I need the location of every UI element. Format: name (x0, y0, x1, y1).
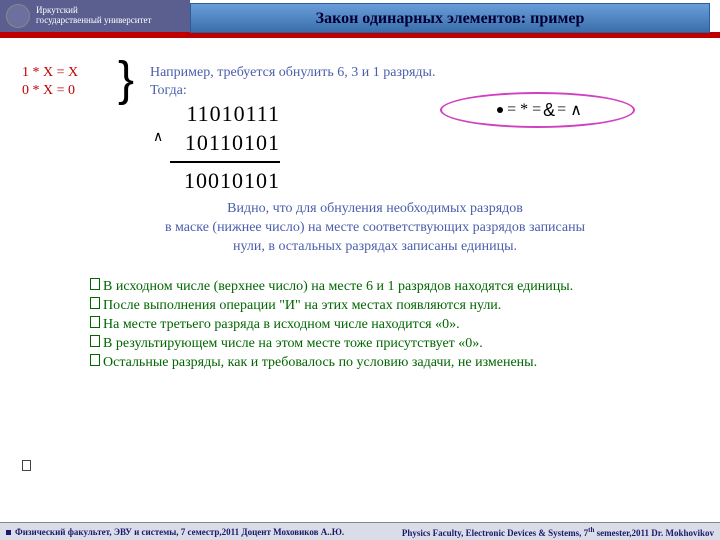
footer-right-b: semester,2011 Dr. Mokhovikov (594, 528, 714, 538)
explanation-paragraph: Видно, что для обнуления необходимых раз… (90, 200, 660, 257)
bullet-item: На месте третьего разряда в исходном чис… (90, 316, 670, 335)
op-amp: & (543, 100, 555, 121)
logo-emblem (6, 4, 30, 28)
binary-mask: 10110101 (170, 129, 280, 158)
footer-left-text: Физический факультет, ЭВУ и системы, 7 с… (15, 527, 344, 537)
bullet-item: В результирующем числе на этом месте тож… (90, 335, 670, 354)
bullet-list: В исходном числе (верхнее число) на мест… (90, 278, 670, 372)
brace-icon: } (118, 52, 134, 107)
bullet-item: После выполнения операции "И" на этих ме… (90, 297, 670, 316)
binary-calculation: 11010111 10110101 10010101 (170, 100, 280, 196)
logo-text: Иркутский государственный университет (36, 6, 151, 26)
identity-laws: 1 * X = X 0 * X = 0 (22, 64, 78, 100)
op-eq1: = * = (507, 101, 541, 119)
footer-right: Physics Faculty, Electronic Devices & Sy… (402, 526, 714, 538)
wedge-icon: ∧ (570, 100, 582, 120)
example-intro-1: Например, требуется обнулить 6, 3 и 1 ра… (150, 64, 435, 82)
binary-rule (170, 161, 280, 163)
university-logo-band: Иркутский государственный университет (0, 0, 190, 32)
dot-icon (497, 107, 503, 113)
stray-box-icon (22, 460, 31, 471)
explain-p3: нули, в остальных разрядах записаны един… (90, 238, 660, 257)
identity-line1: 1 * X = X (22, 64, 78, 82)
operator-equivalence: = * = & = ∧ (440, 92, 635, 128)
binary-result: 10010101 (170, 167, 280, 196)
footer-bar: Физический факультет, ЭВУ и системы, 7 с… (0, 522, 720, 540)
example-intro-2: Тогда: (150, 82, 435, 100)
example-intro: Например, требуется обнулить 6, 3 и 1 ра… (150, 64, 435, 100)
identity-line2: 0 * X = 0 (22, 82, 78, 100)
explain-p2: в маске (нижнее число) на месте соответс… (90, 219, 660, 238)
bullet-item: В исходном числе (верхнее число) на мест… (90, 278, 670, 297)
footer-bullet-icon (6, 530, 11, 535)
op-eq2: = (557, 101, 566, 119)
explain-p1: Видно, что для обнуления необходимых раз… (90, 200, 660, 219)
footer-left: Физический факультет, ЭВУ и системы, 7 с… (6, 527, 344, 537)
binary-top: 11010111 (170, 100, 280, 129)
logo-line2: государственный университет (36, 16, 151, 26)
footer-right-a: Physics Faculty, Electronic Devices & Sy… (402, 528, 588, 538)
slide-title: Закон одинарных элементов: пример (190, 3, 710, 33)
bullet-item: Остальные разряды, как и требовалось по … (90, 354, 670, 373)
binary-operator: ∧ (153, 128, 163, 145)
